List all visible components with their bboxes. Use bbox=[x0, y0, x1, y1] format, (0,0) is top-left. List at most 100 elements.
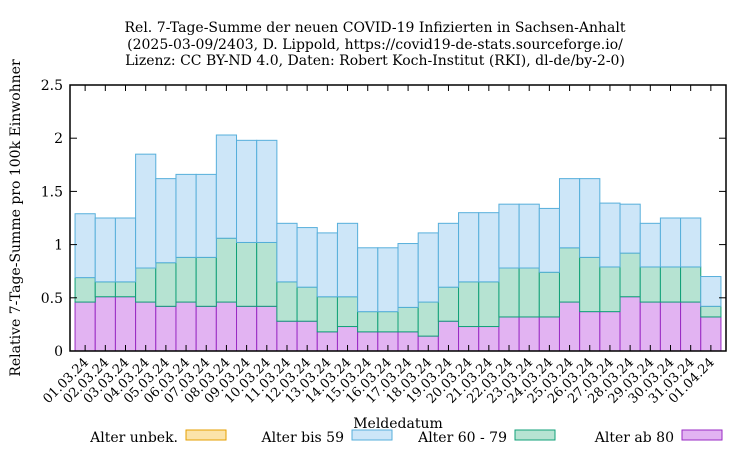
bar-segment-2-4 bbox=[155, 178, 177, 264]
bar-segment-2-30 bbox=[680, 217, 702, 268]
bar-segment-1-31 bbox=[700, 305, 722, 318]
bar-segment-0-1 bbox=[94, 296, 116, 352]
bar-segment-2-7 bbox=[215, 134, 238, 239]
bar-segment-1-28 bbox=[639, 266, 661, 303]
bar-segment-1-29 bbox=[659, 266, 682, 303]
bar-segment-2-28 bbox=[639, 222, 661, 268]
bar-segment-1-18 bbox=[437, 286, 460, 322]
bar-segment-2-10 bbox=[276, 222, 298, 283]
bar-segment-2-26 bbox=[599, 202, 621, 268]
bar-segment-1-16 bbox=[397, 306, 419, 333]
bar-segment-2-14 bbox=[357, 247, 379, 313]
bar-segment-2-13 bbox=[336, 222, 359, 298]
bar-segment-1-27 bbox=[619, 252, 641, 298]
bar-segment-2-31 bbox=[700, 276, 722, 307]
bars-layer bbox=[74, 134, 722, 352]
chart-title-line-2: (2025-03-09/2403, D. Lippold, https://co… bbox=[127, 37, 623, 53]
y-tick-label-1: 0.5 bbox=[41, 291, 63, 307]
bar-segment-2-19 bbox=[458, 212, 480, 283]
bar-segment-2-27 bbox=[619, 203, 641, 254]
chart-title-line-3: Lizenz: CC BY-ND 4.0, Daten: Robert Koch… bbox=[125, 53, 625, 69]
bar-segment-1-11 bbox=[296, 286, 318, 322]
legend-label-3: Alter ab 80 bbox=[594, 430, 674, 446]
bar-segment-0-30 bbox=[680, 301, 702, 352]
y-tick-label-0: 0 bbox=[54, 344, 63, 360]
bar-segment-2-1 bbox=[94, 217, 116, 283]
legend-label-2: Alter 60 - 79 bbox=[417, 430, 507, 446]
legend-label-0: Alter unbek. bbox=[89, 430, 178, 446]
bar-segment-2-17 bbox=[417, 232, 439, 303]
bar-segment-2-11 bbox=[296, 227, 318, 288]
bar-segment-0-9 bbox=[256, 305, 278, 352]
bar-segment-0-0 bbox=[74, 301, 96, 352]
bar-segment-1-20 bbox=[478, 281, 500, 328]
bar-segment-2-29 bbox=[659, 217, 682, 268]
bar-segment-1-9 bbox=[256, 241, 278, 307]
bar-segment-1-26 bbox=[599, 266, 621, 313]
legend-label-1: Alter bis 59 bbox=[260, 430, 344, 446]
bar-segment-0-4 bbox=[155, 305, 177, 352]
bar-segment-2-23 bbox=[538, 207, 560, 273]
legend-swatch-1 bbox=[351, 429, 393, 441]
bar-segment-1-15 bbox=[377, 311, 399, 333]
bar-segment-0-8 bbox=[236, 305, 258, 352]
bar-segment-2-3 bbox=[135, 153, 157, 269]
bar-segment-2-16 bbox=[397, 243, 419, 308]
bar-segment-0-29 bbox=[659, 301, 682, 352]
bar-segment-2-8 bbox=[236, 139, 258, 243]
y-tick-label-4: 2 bbox=[54, 131, 63, 147]
bar-segment-2-5 bbox=[175, 173, 197, 258]
bar-segment-0-27 bbox=[619, 296, 641, 352]
bar-segment-0-28 bbox=[639, 301, 661, 352]
bar-segment-2-2 bbox=[114, 217, 137, 283]
bar-segment-1-0 bbox=[74, 277, 96, 303]
bar-segment-1-24 bbox=[558, 247, 581, 303]
bar-segment-1-30 bbox=[680, 266, 702, 303]
y-axis-label: Relative 7-Tage-Summe pro 100k Einwohner bbox=[8, 59, 24, 377]
bar-segment-2-20 bbox=[478, 212, 500, 283]
bar-segment-2-25 bbox=[579, 178, 601, 258]
bar-segment-1-17 bbox=[417, 301, 439, 337]
bar-segment-1-25 bbox=[579, 256, 601, 313]
x-axis: 01.03.2402.03.2403.03.2404.03.2405.03.24… bbox=[40, 85, 718, 407]
bar-segment-2-22 bbox=[518, 203, 540, 269]
bar-segment-1-23 bbox=[538, 271, 560, 318]
bar-segment-1-13 bbox=[336, 296, 359, 328]
bar-segment-0-5 bbox=[175, 301, 197, 352]
bar-segment-1-8 bbox=[236, 241, 258, 307]
bar-segment-1-12 bbox=[316, 296, 338, 333]
y-tick-label-2: 1 bbox=[54, 238, 63, 254]
bar-segment-0-3 bbox=[135, 301, 157, 352]
bar-segment-0-24 bbox=[558, 301, 581, 352]
bar-segment-1-3 bbox=[135, 267, 157, 303]
bar-segment-1-22 bbox=[518, 267, 540, 318]
bar-segment-2-12 bbox=[316, 232, 338, 298]
x-axis-label: Meldedatum bbox=[353, 416, 443, 432]
bar-segment-1-4 bbox=[155, 262, 177, 307]
bar-segment-1-21 bbox=[498, 267, 520, 318]
chart-title-line-1: Rel. 7-Tage-Summe der neuen COVID-19 Inf… bbox=[124, 20, 626, 36]
bar-segment-2-15 bbox=[377, 247, 399, 313]
legend: Alter unbek. Alter bis 59 Alter 60 - 79 Alt… bbox=[89, 429, 723, 446]
plot-frame bbox=[69, 84, 727, 352]
bar-segment-2-0 bbox=[74, 213, 96, 279]
bar-segment-0-6 bbox=[195, 305, 217, 352]
bar-segment-1-7 bbox=[215, 237, 238, 303]
y-tick-label-3: 1.5 bbox=[41, 184, 63, 200]
bar-segment-0-2 bbox=[114, 296, 137, 352]
legend-swatch-2 bbox=[514, 429, 556, 441]
bar-segment-2-6 bbox=[195, 173, 217, 258]
bar-segment-1-10 bbox=[276, 281, 298, 322]
bar-segment-1-6 bbox=[195, 256, 217, 307]
bar-segment-2-24 bbox=[558, 178, 581, 249]
bar-segment-2-9 bbox=[256, 139, 278, 243]
bar-segment-1-1 bbox=[94, 281, 116, 298]
bar-segment-1-14 bbox=[357, 311, 379, 333]
y-axis: 0 0.5 1 1.5 2 2.5 bbox=[41, 78, 726, 360]
bar-segment-1-2 bbox=[114, 281, 137, 298]
legend-swatch-0 bbox=[185, 429, 227, 441]
y-tick-label-5: 2.5 bbox=[41, 78, 63, 94]
legend-swatch-3 bbox=[681, 429, 723, 441]
bar-segment-1-19 bbox=[458, 281, 480, 328]
